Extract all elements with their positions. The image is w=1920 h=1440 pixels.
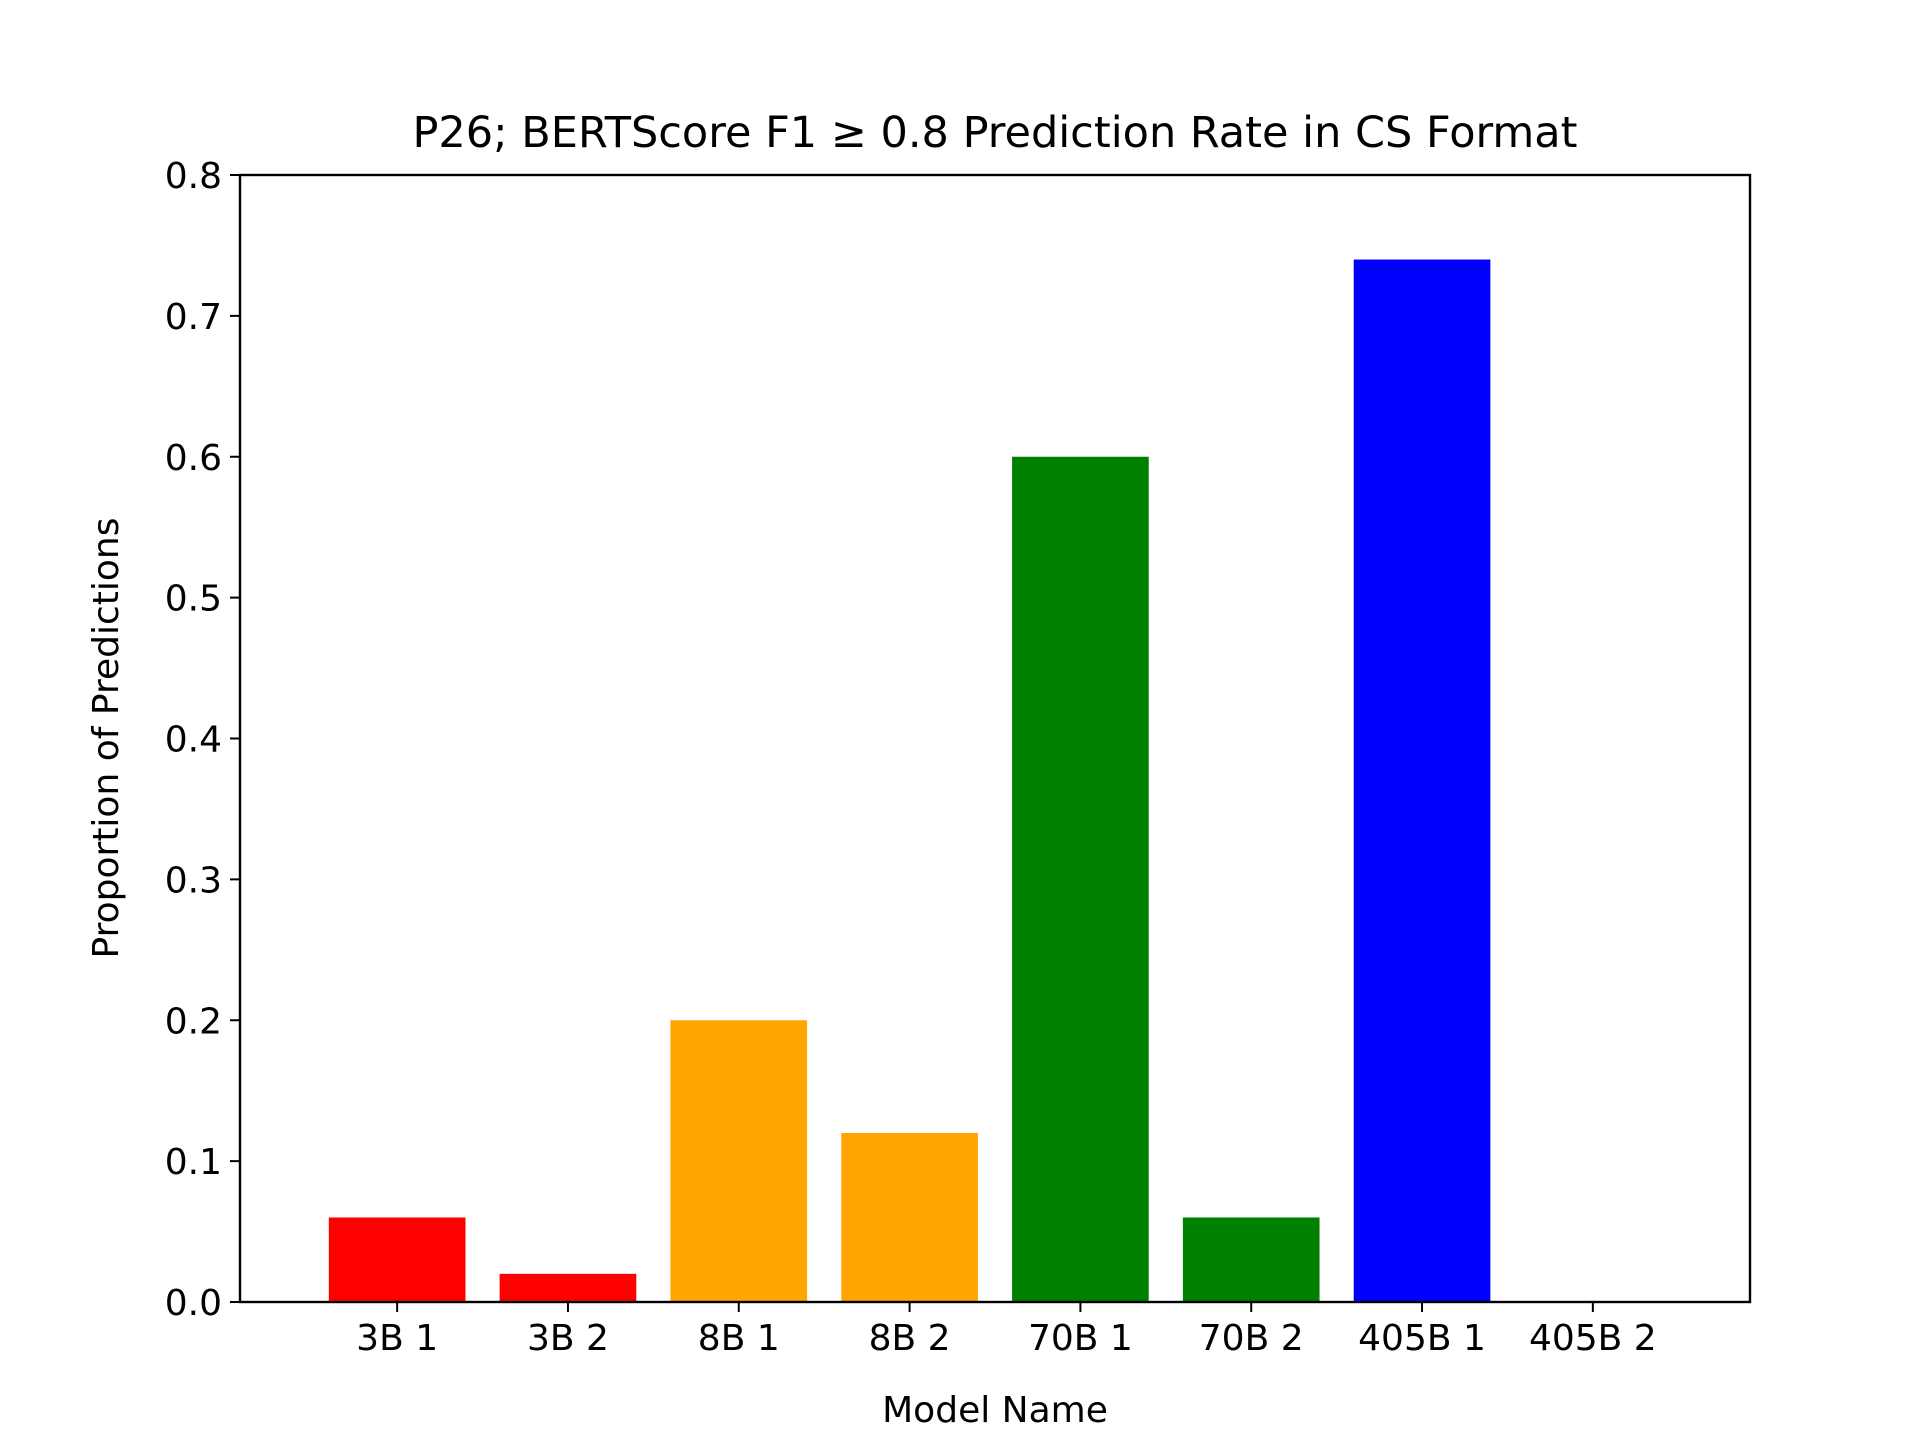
x-tick-label: 8B 2 bbox=[869, 1318, 951, 1359]
x-tick-label: 70B 2 bbox=[1199, 1318, 1304, 1359]
bar-3b-1 bbox=[328, 1217, 466, 1302]
x-tick-label: 405B 2 bbox=[1529, 1318, 1657, 1359]
bar-8b-2 bbox=[841, 1132, 978, 1302]
y-tick-label: 0.8 bbox=[165, 156, 222, 197]
y-tick-label: 0.5 bbox=[165, 579, 222, 620]
bar-70b-2 bbox=[1182, 1217, 1320, 1302]
y-tick-label: 0.6 bbox=[165, 438, 222, 479]
y-tick-label: 0.2 bbox=[165, 1001, 222, 1042]
bar-405b-1 bbox=[1353, 259, 1491, 1302]
bar-3b-2 bbox=[499, 1273, 637, 1302]
x-tick-label: 405B 1 bbox=[1358, 1318, 1486, 1359]
x-tick-label: 3B 1 bbox=[356, 1318, 438, 1359]
chart-title: P26; BERTScore F1 ≥ 0.8 Prediction Rate … bbox=[412, 108, 1577, 158]
y-tick-label: 0.7 bbox=[165, 297, 222, 338]
x-tick-label: 70B 1 bbox=[1028, 1318, 1133, 1359]
x-axis-title: Model Name bbox=[882, 1390, 1108, 1431]
ticks-layer: 3B 1 3B 2 8B 1 8B 2 70B 1 70B 2 405B 1 405B 2 0.… bbox=[165, 156, 1657, 1359]
x-tick-label: 3B 2 bbox=[527, 1318, 609, 1359]
y-axis-title: Proportion of Predictions bbox=[86, 518, 127, 959]
x-tick-label: 8B 1 bbox=[698, 1318, 780, 1359]
bar-8b-1 bbox=[670, 1020, 808, 1302]
bar-70b-1 bbox=[1012, 456, 1149, 1302]
y-tick-label: 0.3 bbox=[165, 860, 222, 901]
bars-layer bbox=[328, 259, 1491, 1302]
plot-frame bbox=[238, 173, 1752, 1304]
y-tick-label: 0.0 bbox=[165, 1283, 222, 1324]
y-tick-label: 0.1 bbox=[165, 1142, 222, 1183]
y-tick-label: 0.4 bbox=[165, 720, 222, 761]
